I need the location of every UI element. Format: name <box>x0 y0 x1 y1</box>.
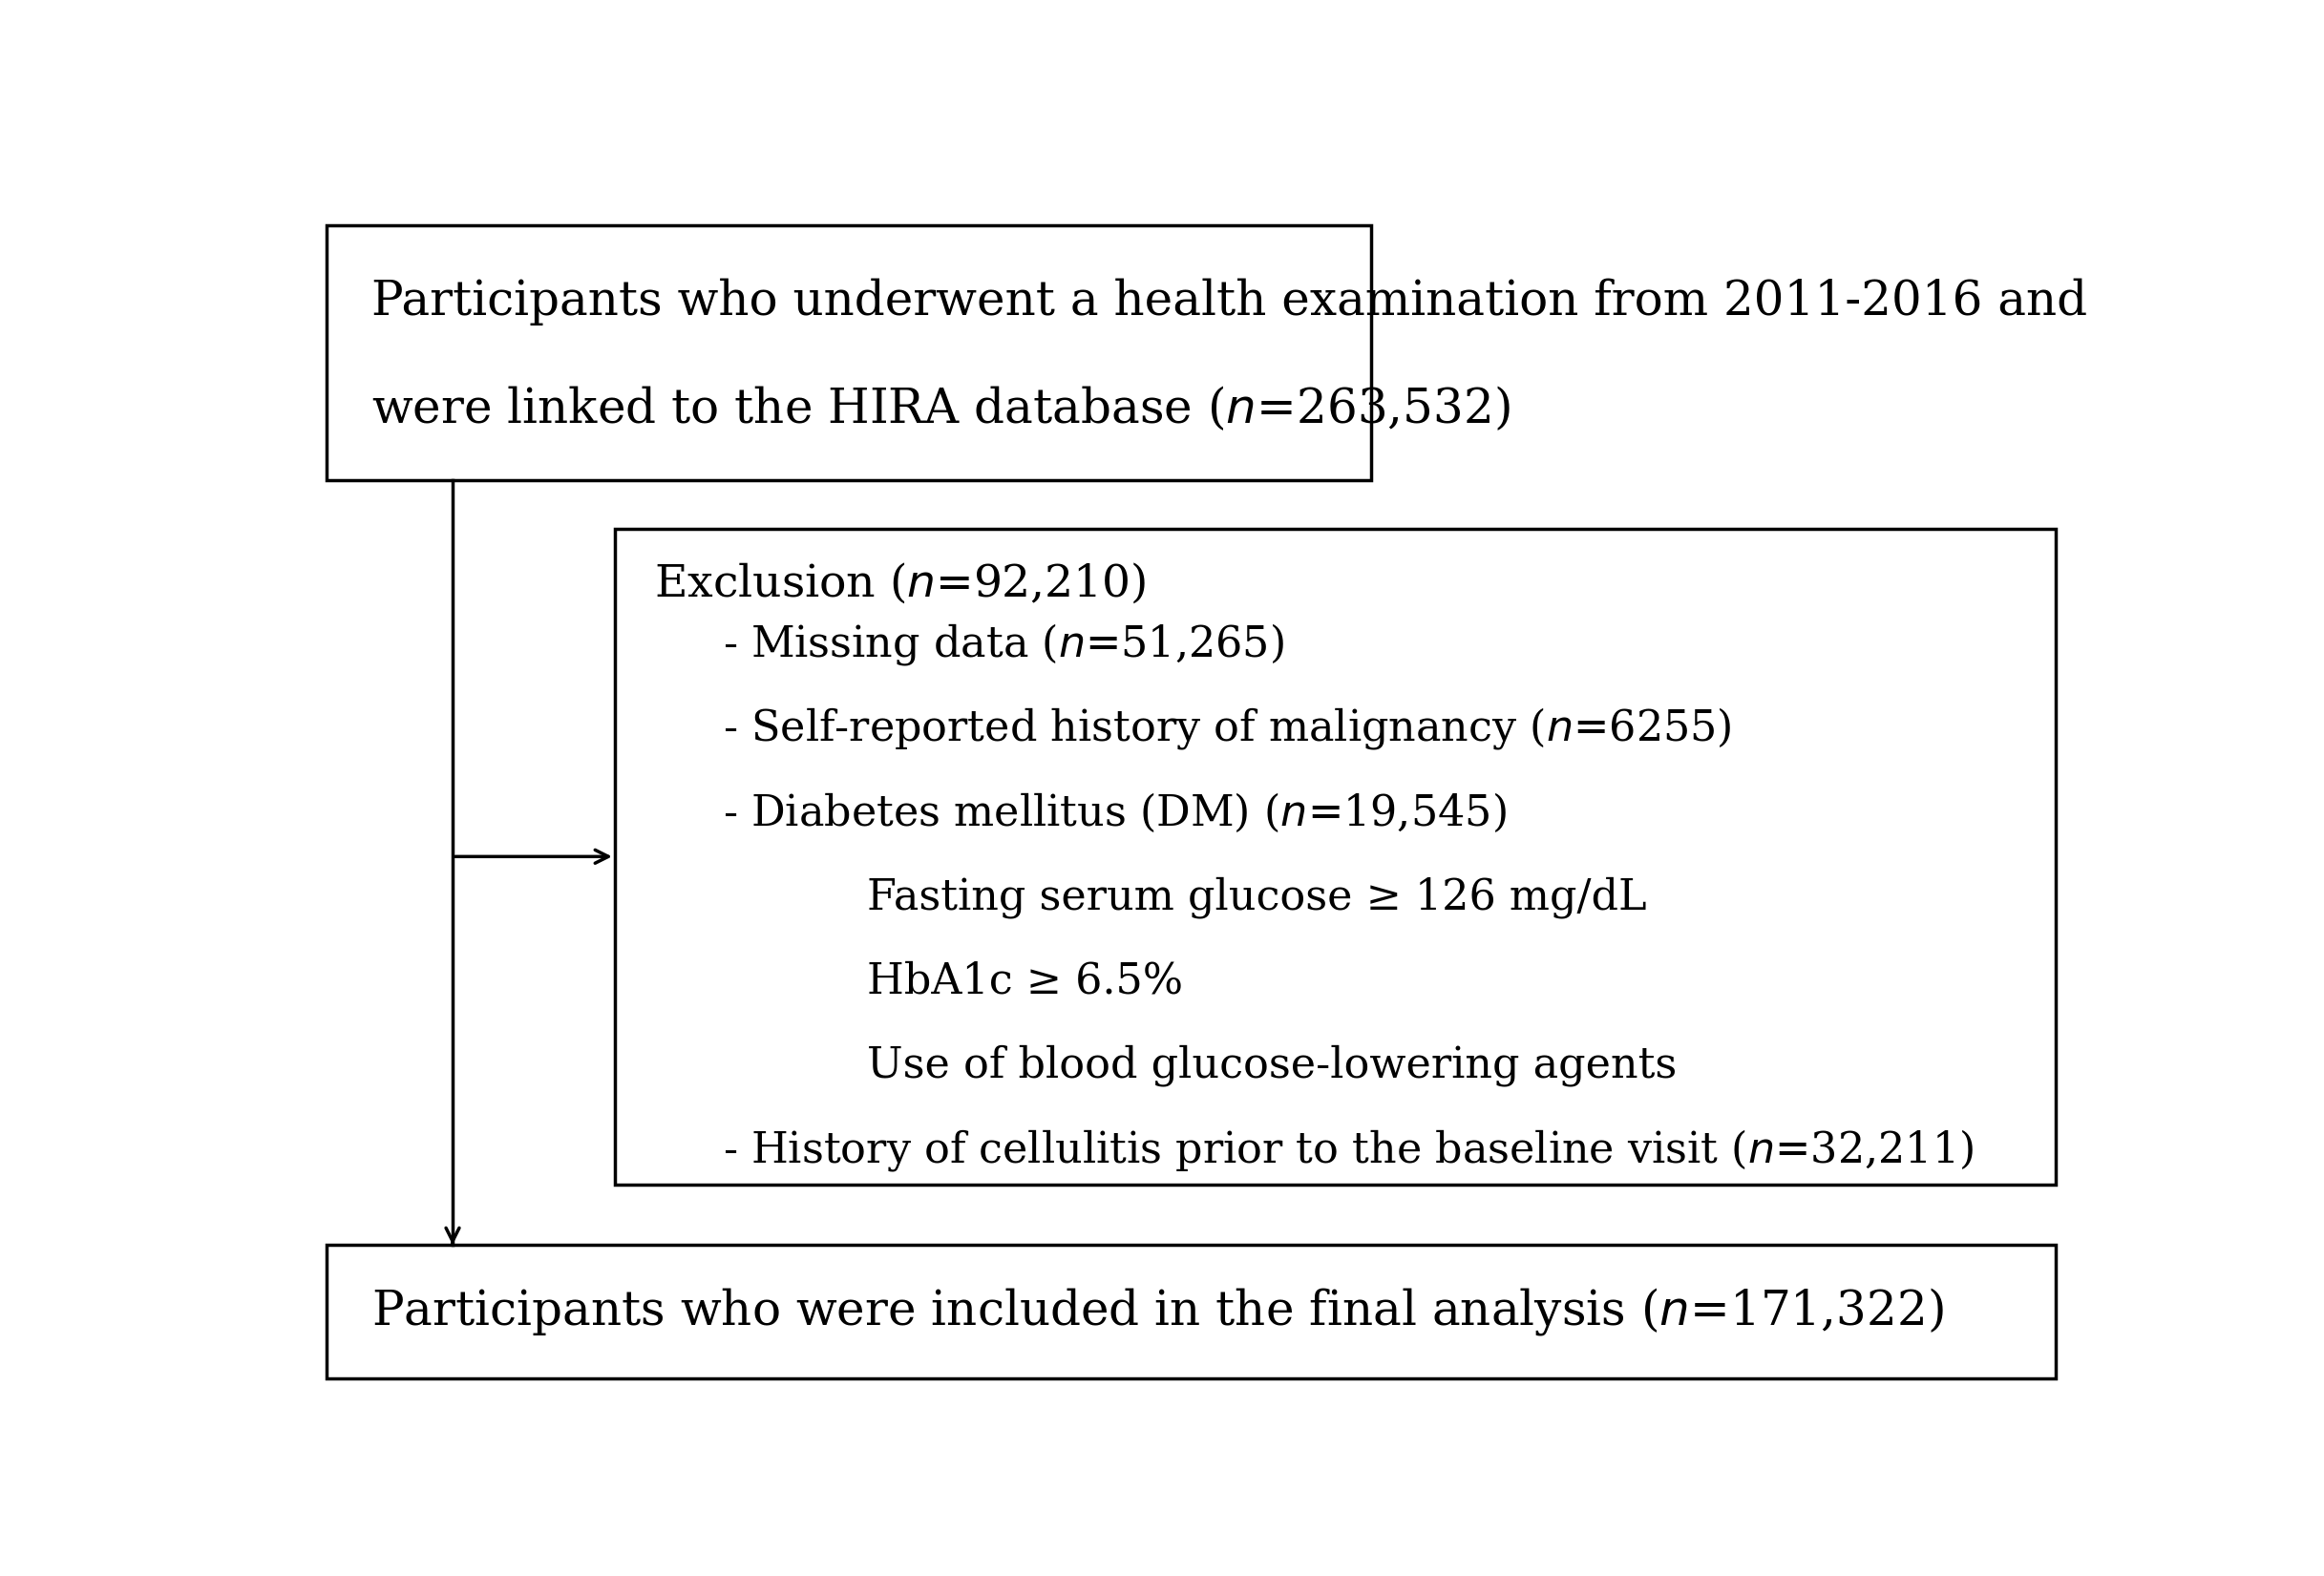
Text: - Diabetes mellitus (DM) ($n$=19,545): - Diabetes mellitus (DM) ($n$=19,545) <box>723 791 1506 834</box>
Text: - Missing data ($n$=51,265): - Missing data ($n$=51,265) <box>723 621 1285 667</box>
Text: Exclusion ($n$=92,210): Exclusion ($n$=92,210) <box>655 561 1146 605</box>
FancyBboxPatch shape <box>325 225 1371 481</box>
Text: Fasting serum glucose ≥ 126 mg/dL: Fasting serum glucose ≥ 126 mg/dL <box>867 876 1648 919</box>
FancyBboxPatch shape <box>325 1245 2054 1379</box>
Text: - Self-reported history of malignancy ($n$=6255): - Self-reported history of malignancy ($… <box>723 706 1731 752</box>
Text: Use of blood glucose-lowering agents: Use of blood glucose-lowering agents <box>867 1045 1678 1087</box>
Text: Participants who were included in the final analysis ($n$=171,322): Participants who were included in the fi… <box>372 1286 1943 1338</box>
Text: were linked to the HIRA database ($n$=263,532): were linked to the HIRA database ($n$=26… <box>372 385 1511 433</box>
Text: Participants who underwent a health examination from 2011-2016 and: Participants who underwent a health exam… <box>372 279 2087 326</box>
Text: HbA1c ≥ 6.5%: HbA1c ≥ 6.5% <box>867 961 1183 1002</box>
Text: - History of cellulitis prior to the baseline visit ($n$=32,211): - History of cellulitis prior to the bas… <box>723 1127 1973 1173</box>
FancyBboxPatch shape <box>614 530 2054 1184</box>
